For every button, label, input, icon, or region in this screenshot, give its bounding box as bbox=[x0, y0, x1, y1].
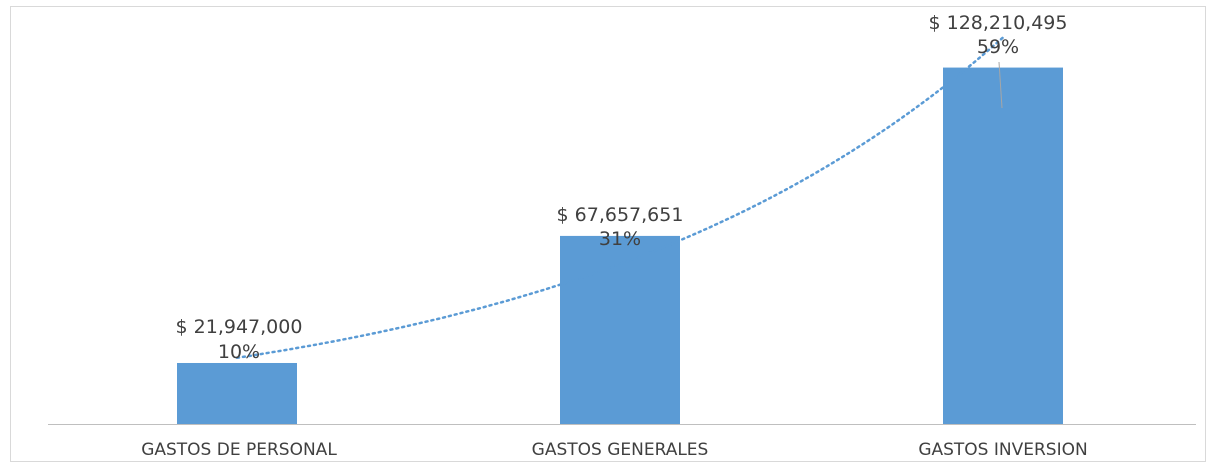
trendline bbox=[235, 36, 1005, 360]
percent-label-1: 10% bbox=[218, 341, 260, 363]
percent-label-2: 31% bbox=[599, 228, 641, 250]
trendline-group bbox=[235, 36, 1005, 360]
percent-label-3: 59% bbox=[977, 36, 1019, 58]
bars-group bbox=[177, 67, 1063, 424]
bar-1 bbox=[177, 362, 297, 424]
bar-2 bbox=[560, 235, 680, 424]
category-label-1: GASTOS DE PERSONAL bbox=[141, 440, 337, 460]
category-label-3: GASTOS INVERSION bbox=[918, 440, 1087, 460]
bar-3 bbox=[943, 67, 1063, 424]
label-leader-line bbox=[998, 61, 1003, 109]
value-label-2: $ 67,657,651 bbox=[557, 204, 684, 226]
value-label-3: $ 128,210,495 bbox=[928, 12, 1067, 34]
category-label-2: GASTOS GENERALES bbox=[532, 440, 709, 460]
value-label-1: $ 21,947,000 bbox=[176, 316, 303, 338]
